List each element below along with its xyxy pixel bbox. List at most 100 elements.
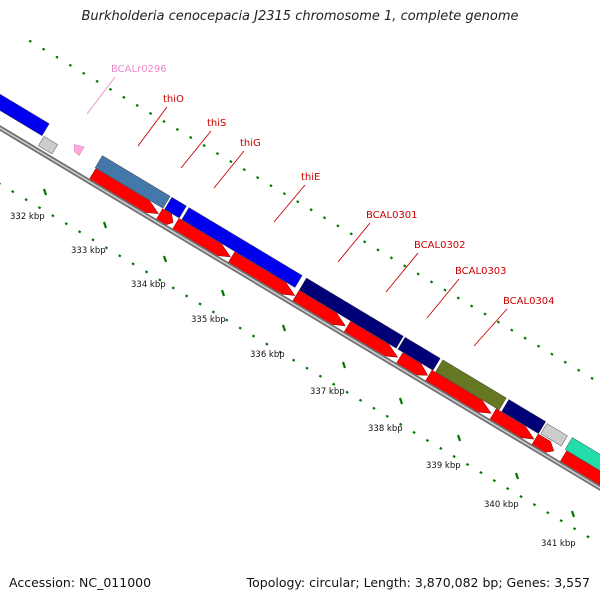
scale-label: 332 kbp (10, 212, 45, 222)
outer-tick (309, 208, 313, 212)
outer-tick (322, 216, 327, 220)
outer-tick (175, 127, 180, 132)
topology-summary: Topology: circular; Length: 3,870,082 bp… (246, 575, 590, 590)
inner-tick-track (0, 182, 600, 546)
inner-tick (305, 366, 309, 370)
scale-label: 337 kbp (310, 387, 345, 397)
outer-tick (349, 232, 353, 236)
inner-tick (412, 430, 416, 434)
inner-tick (479, 470, 483, 475)
major-tick (570, 510, 576, 518)
inner-tick (11, 190, 15, 194)
outer-tick (229, 159, 233, 164)
major-tick (42, 188, 48, 196)
cog-block-BCAL0302 (397, 336, 441, 371)
leader-line (385, 252, 419, 293)
outer-tick (108, 87, 113, 91)
outer-tick (122, 95, 126, 99)
leader-line (473, 308, 508, 347)
inner-tick (198, 302, 202, 306)
outer-tick (269, 184, 273, 188)
gene-label: BCALr0296 (111, 64, 167, 75)
scale-label: 334 kbp (131, 280, 166, 290)
inner-tick (104, 246, 109, 250)
backbone (0, 125, 600, 491)
major-tick (102, 221, 108, 229)
outer-tick (550, 352, 554, 356)
outer-tick (215, 151, 220, 156)
outer-tick (536, 344, 541, 348)
inner-tick (24, 198, 28, 202)
leader-line (86, 76, 116, 115)
major-tick (341, 361, 347, 369)
scale-label: 341 kbp (541, 539, 576, 549)
rrna-feature (73, 144, 85, 156)
outer-tick (577, 368, 581, 372)
inner-tick (225, 318, 229, 322)
cds-arrow (559, 450, 600, 487)
outer-tick (28, 39, 32, 43)
scale-label: 335 kbp (191, 315, 226, 325)
inner-tick (77, 230, 82, 234)
cog-block-BCAL0303 (435, 359, 507, 411)
outer-tick (255, 176, 260, 180)
outer-tick (456, 296, 460, 300)
inner-tick (318, 374, 323, 378)
leader-line (337, 222, 371, 263)
outer-tick (162, 119, 166, 124)
outer-tick (483, 312, 487, 316)
outer-tick (296, 200, 300, 204)
gene-label: BCAL0302 (414, 240, 466, 251)
scale-labels: 332 kbp 333 kbp 334 kbp 335 kbp 336 kbp 337 k… (10, 188, 576, 549)
outer-tick (376, 248, 380, 252)
inner-tick (37, 206, 42, 210)
inner-tick (372, 406, 376, 410)
major-tick (281, 324, 287, 332)
inner-tick (425, 438, 430, 443)
map-title: Burkholderia cenocepacia J2315 chromosom… (81, 9, 519, 24)
outer-tick (336, 224, 340, 228)
gene-label: thiS (207, 118, 226, 129)
outer-tick (563, 360, 567, 364)
inner-tick (492, 478, 496, 483)
outer-tick (510, 328, 514, 332)
inner-tick (158, 278, 162, 282)
inner-tick (586, 535, 590, 539)
outer-tick (95, 79, 99, 83)
cog-track (0, 82, 600, 497)
outer-tick (590, 376, 594, 380)
major-tick (220, 289, 226, 297)
inner-tick (439, 446, 443, 451)
cog-block-thiO (94, 155, 171, 209)
outer-tick (202, 143, 206, 148)
inner-tick (278, 350, 282, 354)
gene-label: BCAL0304 (503, 296, 555, 307)
unknown-block-right (540, 423, 568, 447)
inner-tick (519, 495, 523, 499)
inner-tick (118, 254, 122, 258)
gene-label: BCAL0303 (455, 266, 507, 277)
cds-track (88, 168, 600, 487)
inner-tick (532, 503, 537, 507)
outer-tick (82, 71, 86, 75)
cog-block-next (564, 437, 600, 497)
gene-label: thiE (301, 172, 320, 183)
outer-tick (55, 55, 59, 59)
gene-labels: BCALr0296 thiO thiS thiG thiE BCAL0301 BCAL030… (86, 64, 555, 347)
gene-label: thiO (163, 94, 184, 105)
inner-tick (91, 238, 95, 242)
inner-tick (64, 222, 68, 226)
unknown-block-left (38, 136, 58, 155)
inner-tick (251, 334, 256, 338)
inner-tick (345, 390, 349, 394)
inner-tick (385, 414, 389, 418)
leader-line (180, 130, 212, 169)
gene-label: thiG (240, 138, 261, 149)
outer-tick (148, 111, 153, 116)
inner-tick (131, 262, 135, 266)
cog-block-BCAL0301 (298, 277, 404, 349)
outer-tick (443, 288, 447, 292)
inner-tick (399, 422, 403, 426)
scale-label: 339 kbp (426, 461, 461, 471)
